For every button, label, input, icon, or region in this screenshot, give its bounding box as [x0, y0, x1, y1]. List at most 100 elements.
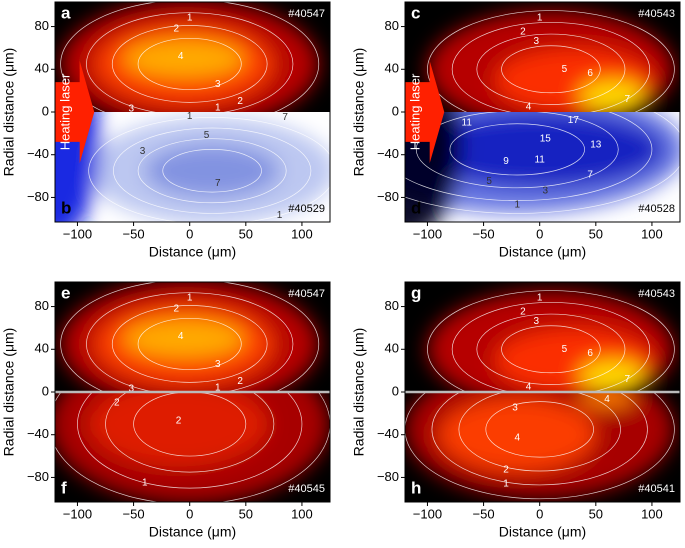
contour-label: 6	[587, 68, 593, 79]
x-tick-label: 0	[536, 226, 543, 241]
y-axis-label: Radial distance (μm)	[351, 328, 367, 457]
y-tick-label: −80	[27, 189, 49, 204]
x-tick-label: 0	[186, 506, 193, 521]
contour-label: 1	[514, 200, 520, 211]
contour-label: 3	[534, 36, 540, 47]
x-tick-label: 50	[239, 226, 253, 241]
contour-line	[501, 325, 601, 374]
heatmap-field	[55, 392, 330, 502]
contour-label: 11	[534, 155, 545, 166]
contour-label: 2	[520, 27, 526, 38]
x-tick-label: 0	[536, 506, 543, 521]
panel-label: a	[61, 3, 71, 22]
contour-label: 2	[237, 376, 243, 387]
contour-line	[77, 392, 303, 489]
x-axis-label: Distance (μm)	[149, 524, 236, 540]
contour-label: 2	[237, 96, 243, 107]
heatmap-half: 123 5 6 7 4	[405, 282, 680, 392]
contour-label: 2	[173, 23, 179, 34]
y-tick-label: 0	[42, 383, 49, 398]
panel-label: f	[61, 478, 67, 497]
x-tick-label: 100	[291, 506, 313, 521]
y-tick-label: 80	[385, 18, 399, 33]
x-axis-label: Distance (μm)	[499, 524, 586, 540]
y-tick-label: 40	[385, 341, 399, 356]
x-tick-label: −100	[413, 506, 442, 521]
contour-label: 1	[142, 477, 148, 488]
x-tick-label: −100	[413, 226, 442, 241]
x-tick-label: −50	[123, 506, 145, 521]
contour-label: 7	[282, 112, 288, 123]
contour-label: 17	[568, 115, 580, 126]
heatmap-field	[60, 282, 319, 392]
contour-line	[405, 112, 653, 201]
heatmap-blob	[122, 319, 246, 358]
heatmap-field	[405, 392, 675, 499]
contour-label: 7	[215, 178, 221, 189]
x-tick-label: −50	[473, 506, 495, 521]
contour-line	[105, 392, 275, 473]
contour-line	[431, 392, 648, 486]
y-tick-label: −80	[377, 469, 399, 484]
contour-line	[137, 37, 242, 90]
heatmap-half: 4 3 4 2 1	[405, 392, 680, 502]
x-tick-label: 100	[641, 506, 663, 521]
y-tick-label: 80	[385, 298, 399, 313]
laser-arrow	[405, 60, 445, 164]
y-tick-label: 80	[35, 298, 49, 313]
contour-label: 3	[129, 103, 135, 114]
y-tick-label: 0	[392, 103, 399, 118]
contour-line	[476, 33, 626, 105]
contour-line	[133, 392, 247, 457]
x-tick-label: −100	[63, 506, 92, 521]
contour-label: 1	[215, 102, 221, 113]
heatmap-field	[60, 2, 319, 112]
x-tick-label: 50	[589, 506, 603, 521]
x-tick-label: 0	[186, 226, 193, 241]
x-tick-label: −50	[473, 226, 495, 241]
contour-line	[113, 127, 312, 214]
contour-line	[427, 10, 675, 112]
contour-label: 9	[503, 156, 509, 167]
contour-line	[137, 138, 287, 204]
contour-line	[485, 401, 594, 458]
heatmap-blob	[416, 112, 664, 187]
heatmap-half: 2 2 1	[55, 392, 330, 502]
y-tick-label: 40	[385, 61, 399, 76]
contour-label: 15	[540, 133, 552, 144]
contour-label: 3	[129, 383, 135, 394]
shot-number: #40545	[288, 483, 325, 495]
laser-label: Heating laser	[408, 73, 423, 150]
contour-label: 1	[537, 293, 543, 304]
laser-label: Heating laser	[58, 73, 73, 150]
contour-label: 1	[277, 210, 283, 221]
y-tick-label: −80	[377, 189, 399, 204]
y-axis-label: Radial distance (μm)	[1, 48, 17, 177]
laser-arrow	[55, 60, 95, 164]
contour-label: 3	[215, 359, 221, 370]
panel-label: d	[411, 198, 421, 217]
y-tick-label: 80	[35, 18, 49, 33]
contour-label: 4	[178, 51, 184, 62]
x-axis-label: Distance (μm)	[149, 244, 236, 260]
contour-line	[111, 305, 268, 383]
contour-label: 2	[173, 303, 179, 314]
shot-number: #40528	[638, 203, 675, 215]
x-tick-label: 100	[641, 226, 663, 241]
panel-label: g	[411, 283, 421, 302]
x-tick-label: 50	[589, 226, 603, 241]
contour-line	[405, 112, 680, 214]
y-tick-label: −40	[377, 426, 399, 441]
contour-line	[451, 301, 651, 392]
y-tick-label: 0	[42, 103, 49, 118]
shot-number: #40543	[638, 8, 675, 20]
contour-label: 13	[590, 140, 602, 151]
contour-label: 1	[187, 13, 193, 24]
contour-label: 1	[537, 13, 543, 24]
contour-line	[60, 282, 320, 392]
heatmap-blob	[88, 392, 269, 467]
